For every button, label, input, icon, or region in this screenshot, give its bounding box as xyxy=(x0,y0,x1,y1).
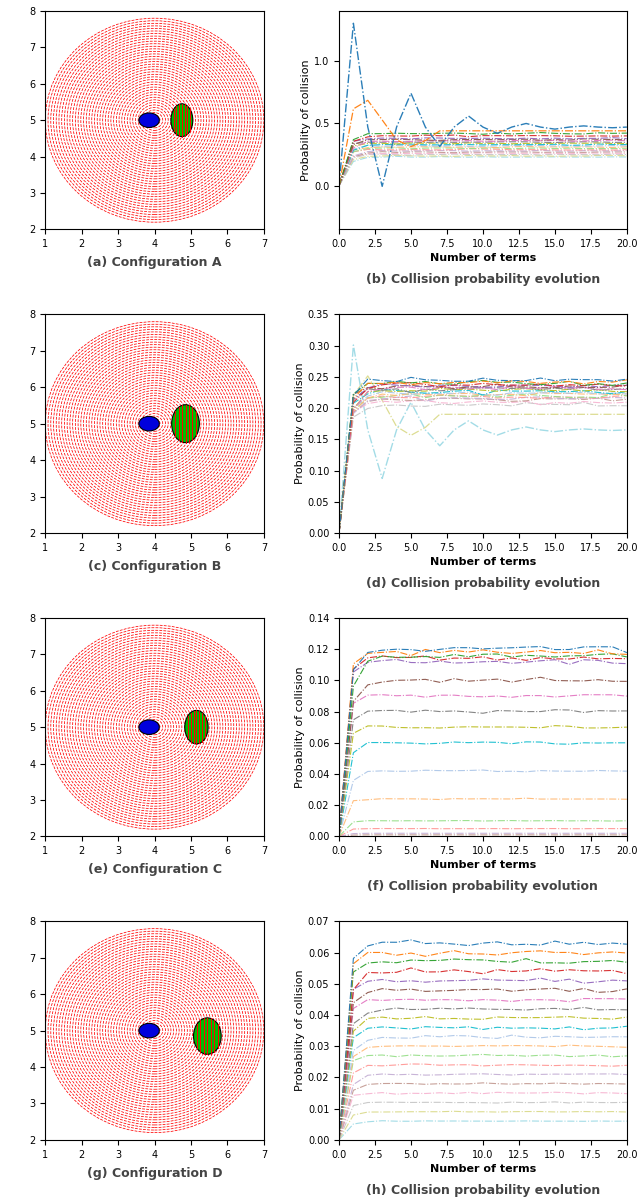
Y-axis label: Probability of collision: Probability of collision xyxy=(295,666,305,788)
Y-axis label: Probability of collision: Probability of collision xyxy=(295,362,305,485)
X-axis label: Number of terms: Number of terms xyxy=(430,253,536,263)
X-axis label: (a) Configuration A: (a) Configuration A xyxy=(87,256,222,269)
Text: (d) Collision probability evolution: (d) Collision probability evolution xyxy=(366,577,600,589)
Ellipse shape xyxy=(139,416,159,431)
Text: (f) Collision probability evolution: (f) Collision probability evolution xyxy=(367,880,598,893)
X-axis label: Number of terms: Number of terms xyxy=(430,1164,536,1174)
Ellipse shape xyxy=(139,720,159,734)
Text: (h) Collision probability evolution: (h) Collision probability evolution xyxy=(366,1183,600,1196)
X-axis label: Number of terms: Number of terms xyxy=(430,557,536,566)
Ellipse shape xyxy=(139,1024,159,1038)
X-axis label: (g) Configuration D: (g) Configuration D xyxy=(87,1166,222,1180)
Ellipse shape xyxy=(171,104,193,137)
Ellipse shape xyxy=(139,113,159,127)
Y-axis label: Probability of collision: Probability of collision xyxy=(301,59,311,181)
Ellipse shape xyxy=(172,404,199,443)
X-axis label: (c) Configuration B: (c) Configuration B xyxy=(88,559,221,572)
X-axis label: (e) Configuration C: (e) Configuration C xyxy=(88,863,221,876)
Y-axis label: Probability of collision: Probability of collision xyxy=(295,970,305,1092)
X-axis label: Number of terms: Number of terms xyxy=(430,860,536,870)
Ellipse shape xyxy=(185,710,208,744)
Text: (b) Collision probability evolution: (b) Collision probability evolution xyxy=(366,274,600,286)
Ellipse shape xyxy=(193,1018,221,1055)
